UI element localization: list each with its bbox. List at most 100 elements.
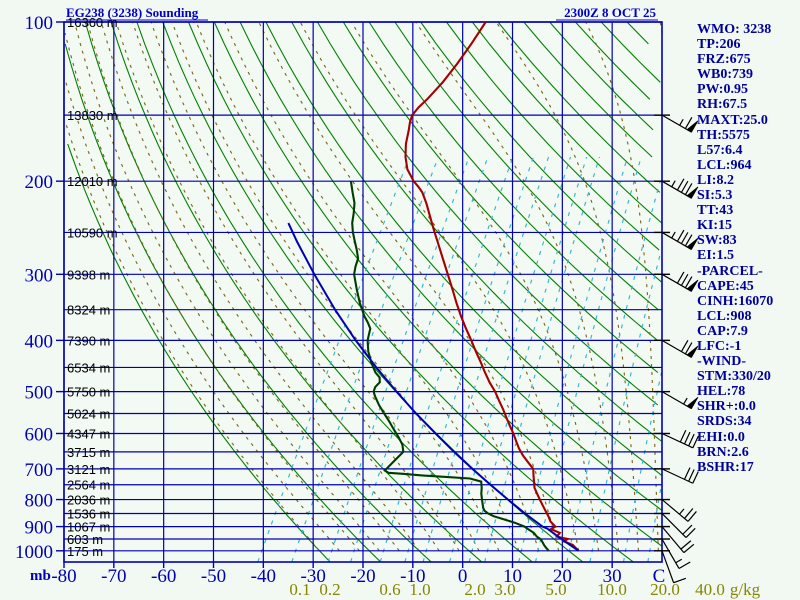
mixing-ratio-tick-label: 20.0 [650, 580, 680, 599]
height-label: 6534 m [67, 360, 110, 375]
temperature-tick-label: -20 [350, 566, 375, 587]
wind-barb [661, 178, 699, 199]
height-label: 3715 m [67, 445, 110, 460]
stat-line: HEL:78 [697, 384, 746, 400]
stat-line: SRDS:34 [697, 414, 752, 430]
dry-adiabat [600, 21, 661, 83]
stat-line: LCL:908 [697, 308, 752, 324]
stat-line: WB0:739 [697, 67, 753, 83]
mixing-ratio-line [422, 156, 550, 563]
stat-line: TT:43 [697, 203, 734, 219]
stat-line: CAP:7.9 [697, 323, 748, 339]
wind-barb [661, 271, 699, 292]
pressure-tick-label: 1000 [15, 542, 53, 563]
stat-line: WMO: 3238 [697, 22, 772, 37]
dry-adiabat [446, 21, 660, 251]
trace-dewpoint [349, 181, 550, 552]
mixing-ratio-tick-label: 5.0 [545, 580, 566, 599]
stat-line: TP:206 [697, 37, 741, 53]
wind-barb-group [654, 114, 699, 584]
height-label: 16360 m [67, 15, 118, 30]
mixing-ratio-line [449, 156, 572, 563]
dry-adiabat [317, 21, 659, 406]
dry-adiabat [239, 21, 663, 512]
dry-adiabat [394, 21, 659, 311]
dry-adiabat [523, 21, 653, 158]
stat-line: SI:5.3 [697, 188, 733, 204]
stat-line: CAPE:45 [697, 278, 754, 294]
stat-line: KI:15 [697, 218, 732, 234]
wind-barb [661, 229, 699, 250]
pressure-tick-label: 700 [25, 460, 54, 481]
dry-adiabat [265, 21, 663, 476]
mixing-ratio-line [404, 156, 534, 563]
height-label: 175 m [67, 544, 103, 559]
dry-adiabat [574, 21, 651, 100]
temperature-tick-label: 20 [553, 566, 572, 587]
mixing-ratio-tick-label: 10.0 [597, 580, 627, 599]
height-label: 3121 m [67, 462, 110, 477]
pressure-tick-label: 600 [25, 424, 54, 445]
dry-adiabat-group [64, 21, 663, 563]
temperature-tick-label: 30 [603, 566, 622, 587]
moist-adiabat [65, 82, 340, 552]
mixing-ratio-line [566, 181, 661, 563]
height-label: 5024 m [67, 407, 110, 422]
trace-parcel [287, 222, 580, 552]
wind-barb [661, 538, 691, 569]
pressure-tick-label: 200 [25, 172, 54, 193]
wind-barb [661, 499, 697, 522]
page-title: EG238 (3238) Sounding [66, 5, 199, 20]
stat-line: BSHR:17 [697, 459, 754, 475]
stat-line: LI:8.2 [697, 172, 734, 188]
temperature-tick-label: -60 [151, 566, 176, 587]
dry-adiabat [626, 21, 649, 45]
dry-adiabat [471, 21, 663, 224]
mixing-ratio-tick-label: 0.2 [319, 580, 340, 599]
mixing-ratio-tick-label: 40.0 [695, 580, 725, 599]
pressure-tick-label: 500 [25, 383, 54, 404]
mixing-ratio-line [379, 156, 514, 563]
height-label: 12010 m [67, 174, 118, 189]
pressure-tick-label: 400 [25, 331, 54, 352]
stat-line: FRZ:675 [697, 52, 751, 68]
stat-line: RH:67.5 [697, 97, 748, 113]
mixing-ratio-tick-label: 1.0 [409, 580, 430, 599]
wind-barb [661, 467, 699, 484]
height-label: 13830 m [67, 108, 118, 123]
height-label: 9398 m [67, 267, 110, 282]
stat-line: -PARCEL- [697, 263, 763, 279]
height-label: 1536 m [67, 506, 110, 521]
temperature-tick-label: -10 [400, 566, 425, 587]
dry-adiabat [136, 21, 533, 563]
mixing-ratio-group [257, 156, 663, 563]
mixing-ratio-line [291, 156, 439, 563]
mixing-ratio-tick-label: 0.6 [379, 580, 400, 599]
stat-line: BRN:2.6 [697, 444, 749, 460]
sounding-stats-panel: WMO: 3238 TP:206 FRZ:675 WB0:739 PW:0.95 RH:6… [697, 22, 800, 475]
wind-barb [661, 114, 699, 133]
height-label: 1067 m [67, 520, 110, 535]
pressure-tick-label: 100 [25, 13, 54, 34]
dry-adiabat [291, 21, 662, 442]
dry-adiabat [64, 43, 382, 563]
wind-barb [661, 550, 687, 584]
dry-adiabat [67, 143, 331, 563]
mixing-ratio-tick-label: 3.0 [494, 580, 515, 599]
stat-line: CINH:16070 [697, 293, 774, 309]
stat-line: SW:83 [697, 233, 737, 249]
height-label: 5750 m [67, 385, 110, 400]
stat-line: LCL:964 [697, 157, 752, 173]
pressure-tick-label: 900 [25, 518, 54, 539]
stat-line: -WIND- [697, 354, 746, 370]
wind-barb [661, 391, 699, 410]
wind-barb [661, 513, 696, 538]
stat-line: L57:6.4 [697, 142, 743, 158]
dry-adiabat [187, 21, 634, 563]
stat-line: SHR+:0.0 [697, 399, 756, 415]
pressure-tick-label: 800 [25, 491, 54, 512]
height-label: 2036 m [67, 493, 110, 508]
mixing-ratio-line [589, 249, 662, 563]
